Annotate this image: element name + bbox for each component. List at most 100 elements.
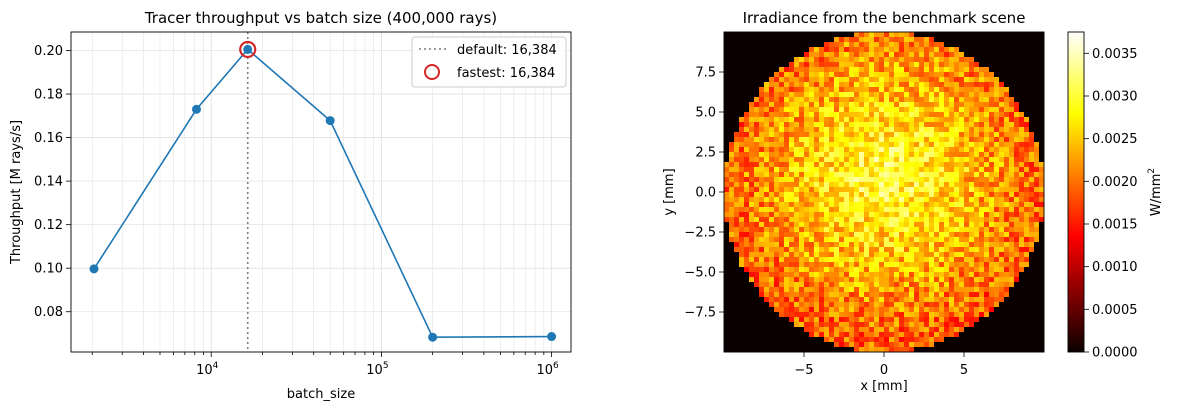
- heatmap-cell: [954, 77, 960, 83]
- heatmap-cell: [944, 202, 950, 208]
- heatmap-cell: [784, 32, 790, 38]
- heatmap-cell: [934, 317, 940, 323]
- heatmap-cell: [889, 47, 895, 53]
- heatmap-cell: [859, 282, 865, 288]
- heatmap-cell: [1009, 142, 1015, 148]
- heatmap-cell: [904, 227, 910, 233]
- heatmap-cell: [739, 337, 745, 343]
- heatmap-cell: [914, 307, 920, 313]
- heatmap-cell: [1039, 32, 1045, 38]
- heatmap-cell: [924, 232, 930, 238]
- heatmap-cell: [949, 327, 955, 333]
- heatmap-cell: [979, 107, 985, 113]
- throughput-chart: Tracer throughput vs batch size (400,000…: [9, 9, 572, 402]
- heatmap-cell: [909, 147, 915, 153]
- heatmap-cell: [1029, 192, 1035, 198]
- heatmap-cell: [1039, 72, 1045, 78]
- heatmap-cell: [959, 212, 965, 218]
- heatmap-cell: [964, 212, 970, 218]
- heatmap-cell: [954, 342, 960, 348]
- heatmap-cell: [804, 92, 810, 98]
- heatmap-cell: [769, 247, 775, 253]
- heatmap-cell: [774, 307, 780, 313]
- x-tick-base: 10: [536, 363, 553, 378]
- heatmap-cell: [744, 182, 750, 188]
- heatmap-cell: [839, 292, 845, 298]
- heatmap-cell: [964, 132, 970, 138]
- heatmap-cell: [819, 297, 825, 303]
- heatmap-cell: [734, 77, 740, 83]
- heatmap-cell: [964, 172, 970, 178]
- heatmap-cell: [894, 327, 900, 333]
- heatmap-cell: [899, 212, 905, 218]
- heatmap-cell: [794, 252, 800, 258]
- heatmap-cell: [939, 147, 945, 153]
- heatmap-cell: [864, 247, 870, 253]
- heatmap-cell: [799, 77, 805, 83]
- heatmap-cell: [884, 127, 890, 133]
- heatmap-cell: [784, 192, 790, 198]
- heatmap-cell: [969, 182, 975, 188]
- heatmap-cell: [774, 282, 780, 288]
- heatmap-cell: [834, 262, 840, 268]
- heatmap-cell: [874, 342, 880, 348]
- heatmap-cell: [769, 297, 775, 303]
- heatmap-cell: [944, 122, 950, 128]
- heatmap-cell: [784, 242, 790, 248]
- heatmap-cell: [1024, 172, 1030, 178]
- heatmap-cell: [909, 327, 915, 333]
- heatmap-cell: [1014, 207, 1020, 213]
- heatmap-cell: [1009, 47, 1015, 53]
- heatmap-cell: [899, 72, 905, 78]
- heatmap-cell: [949, 112, 955, 118]
- heatmap-cell: [734, 217, 740, 223]
- heatmap-cell: [794, 287, 800, 293]
- heatmap-cell: [779, 247, 785, 253]
- heatmap-cell: [734, 117, 740, 123]
- heatmap-cell: [949, 152, 955, 158]
- heatmap-cell: [929, 222, 935, 228]
- heatmap-cell: [989, 292, 995, 298]
- heatmap-cell: [1029, 32, 1035, 38]
- heatmap-cell: [959, 312, 965, 318]
- heatmap-cell: [739, 107, 745, 113]
- heatmap-cell: [784, 232, 790, 238]
- heatmap-cell: [969, 152, 975, 158]
- heatmap-cell: [954, 297, 960, 303]
- heatmap-cell: [754, 327, 760, 333]
- heatmap-cell: [859, 32, 865, 38]
- heatmap-cell: [899, 132, 905, 138]
- heatmap-cell: [1019, 212, 1025, 218]
- heatmap-cell: [889, 297, 895, 303]
- heatmap-cell: [814, 97, 820, 103]
- heatmap-cell: [934, 112, 940, 118]
- heatmap-cell: [834, 52, 840, 58]
- heatmap-cell: [994, 132, 1000, 138]
- heatmap-cell: [904, 312, 910, 318]
- heatmap-cell: [729, 307, 735, 313]
- heatmap-cell: [739, 112, 745, 118]
- heatmap-cell: [789, 277, 795, 283]
- heatmap-cell: [869, 242, 875, 248]
- heatmap-cell: [724, 277, 730, 283]
- heatmap-cell: [899, 112, 905, 118]
- heatmap-cell: [914, 142, 920, 148]
- heatmap-cell: [814, 347, 820, 353]
- heatmap-cell: [899, 302, 905, 308]
- heatmap-cell: [954, 202, 960, 208]
- heatmap-cell: [929, 252, 935, 258]
- heatmap-cell: [914, 297, 920, 303]
- heatmap-cell: [949, 47, 955, 53]
- heatmap-cell: [924, 257, 930, 263]
- heatmap-cell: [1009, 62, 1015, 68]
- heatmap-cell: [854, 97, 860, 103]
- heatmap-cell: [774, 52, 780, 58]
- heatmap-cell: [769, 252, 775, 258]
- heatmap-cell: [1019, 32, 1025, 38]
- heatmap-cell: [894, 102, 900, 108]
- heatmap-cell: [759, 82, 765, 88]
- heatmap-cell: [979, 172, 985, 178]
- heatmap-cell: [934, 97, 940, 103]
- heatmap-cell: [999, 67, 1005, 73]
- heatmap-cell: [839, 97, 845, 103]
